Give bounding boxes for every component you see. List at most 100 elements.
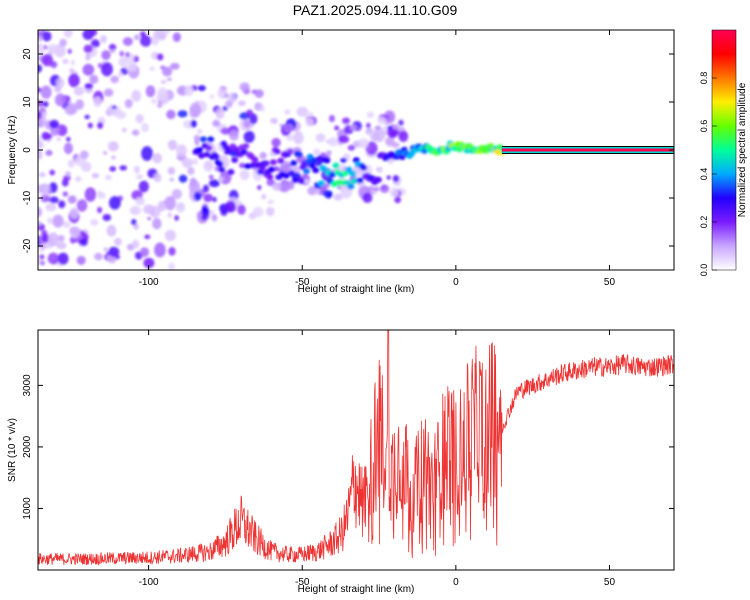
- noise-blob: [153, 173, 162, 183]
- noise-blob: [243, 120, 251, 128]
- noise-blob: [49, 169, 56, 176]
- noise-blob: [201, 207, 211, 217]
- noise-blob: [366, 122, 371, 129]
- ridge-blob: [332, 162, 340, 169]
- noise-blob: [163, 199, 170, 205]
- noise-blob: [56, 77, 65, 89]
- noise-blob: [102, 150, 108, 155]
- ridge-blob: [323, 157, 331, 164]
- colorbar-tick-label: 0.2: [699, 216, 709, 229]
- noise-blob: [176, 144, 187, 157]
- noise-blob: [181, 157, 193, 168]
- noise-blob: [119, 50, 125, 57]
- noise-blob: [62, 221, 71, 228]
- noise-blob: [118, 57, 127, 67]
- noise-blob: [365, 146, 371, 152]
- noise-blob: [167, 167, 176, 175]
- noise-blob: [115, 254, 120, 260]
- noise-blob: [111, 105, 117, 110]
- noise-blob: [96, 206, 103, 214]
- colorbar-gradient: [711, 29, 737, 271]
- noise-blob: [65, 171, 71, 177]
- noise-blob: [63, 142, 73, 155]
- ridge-blob: [297, 178, 305, 185]
- noise-blob: [87, 122, 93, 129]
- noise-blob: [209, 94, 215, 99]
- colorbar-tick-label: 0.4: [699, 168, 709, 181]
- noise-blob: [139, 247, 150, 257]
- noise-blob: [124, 98, 133, 109]
- noise-blob: [212, 196, 217, 203]
- noise-blob: [45, 203, 57, 212]
- noise-blob: [394, 195, 402, 204]
- noise-blob: [39, 247, 45, 253]
- ridge-blob: [330, 180, 338, 187]
- noise-blob: [208, 179, 220, 188]
- noise-blob: [38, 206, 43, 218]
- noise-blob: [257, 185, 262, 190]
- noise-blob: [193, 191, 202, 201]
- noise-blob: [131, 89, 142, 102]
- noise-blob: [143, 257, 155, 269]
- ridge-blob: [312, 167, 320, 174]
- noise-blob: [130, 207, 138, 213]
- noise-blob: [271, 137, 281, 148]
- noise-blob: [125, 62, 138, 72]
- noise-blob: [293, 130, 304, 145]
- snr-panel: -100 -50 0 50 1000 2000 3000 Height of straig…: [7, 329, 675, 595]
- noise-blob: [46, 151, 52, 157]
- noise-blob: [67, 195, 77, 204]
- noise-blob: [209, 210, 215, 215]
- noise-blob: [40, 194, 51, 203]
- noise-blob: [377, 167, 383, 174]
- noise-blob: [52, 214, 64, 228]
- ridge-blob: [374, 176, 382, 183]
- noise-blob: [278, 181, 291, 193]
- noise-blob: [49, 119, 60, 129]
- noise-blob: [93, 96, 102, 108]
- spectrogram-x-label: Height of straight line (km): [298, 284, 415, 295]
- ridge-blob: [207, 136, 215, 143]
- noise-blob: [133, 165, 140, 174]
- ridge-blob: [347, 183, 355, 190]
- noise-blob: [139, 35, 152, 47]
- noise-blob: [47, 232, 59, 247]
- colorbar-tick-label: 0.8: [699, 72, 709, 85]
- noise-blob: [341, 117, 351, 125]
- ridge-blob: [231, 157, 239, 164]
- noise-blob: [304, 178, 309, 185]
- noise-blob: [270, 117, 279, 125]
- noise-blob: [167, 212, 173, 219]
- noise-blob: [229, 130, 239, 141]
- noise-blob: [365, 127, 375, 136]
- noise-blob: [38, 172, 46, 178]
- noise-blob: [69, 207, 79, 219]
- noise-blob: [149, 66, 155, 71]
- noise-blob: [73, 86, 85, 96]
- noise-blob: [347, 144, 356, 151]
- noise-blob: [239, 162, 246, 169]
- noise-blob: [237, 204, 246, 215]
- ridge-band-core: [501, 148, 674, 152]
- noise-blob: [39, 254, 45, 260]
- noise-blob: [211, 119, 221, 128]
- noise-blob: [178, 174, 188, 183]
- noise-blob: [274, 166, 280, 172]
- noise-blob: [157, 103, 163, 108]
- noise-blob: [109, 49, 116, 54]
- ridge-blob: [291, 177, 299, 184]
- noise-blob: [85, 53, 91, 61]
- ridge-blob: [317, 180, 325, 187]
- noise-blob: [386, 128, 398, 137]
- ridge-blob: [268, 166, 276, 173]
- noise-blob: [70, 59, 76, 66]
- noise-blob: [75, 176, 82, 182]
- ridge-blob: [288, 170, 296, 177]
- noise-blob: [152, 153, 162, 164]
- noise-blob: [184, 85, 194, 97]
- noise-blob: [79, 238, 88, 247]
- ridge-blob: [262, 160, 270, 167]
- noise-blob: [139, 31, 146, 38]
- ridge-blob: [295, 151, 303, 158]
